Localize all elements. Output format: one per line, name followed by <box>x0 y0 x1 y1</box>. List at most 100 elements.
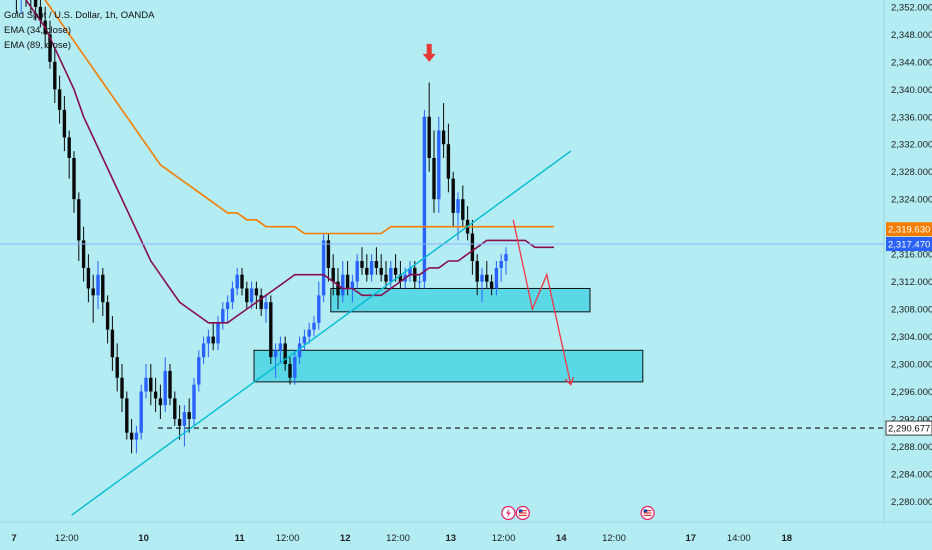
candle-body <box>149 377 153 392</box>
time-axis[interactable]: 7 12:00 10 11 12:00 12 12:00 13 12:00 14 12:00 17 14… <box>11 533 792 544</box>
candle-body <box>293 357 297 378</box>
candle-body <box>105 302 110 330</box>
candle-body <box>288 364 292 378</box>
price-axis[interactable]: 2,352.000 2,348.000 2,344.000 2,340.000 2,33… <box>885 2 932 508</box>
candle-body <box>384 274 388 282</box>
legend-title: Gold Spot / U.S. Dollar, 1h, OANDA <box>4 10 155 21</box>
price-tick-label: 2,312.000 <box>891 277 932 288</box>
candle-body <box>446 144 451 179</box>
price-label-support: 2,290.677 <box>888 424 930 435</box>
candle-body <box>408 267 412 275</box>
candle-body <box>336 281 340 296</box>
ema-34-line <box>24 0 554 324</box>
candle-body <box>125 398 129 433</box>
down-arrow-marker-icon <box>422 43 436 62</box>
candle-body <box>441 130 446 145</box>
price-label-ema: 2,319.630 <box>888 225 930 236</box>
price-label-last: 2,317.470 <box>888 240 930 251</box>
time-tick-label: 12:00 <box>276 533 300 544</box>
price-tick-label: 2,280.000 <box>891 497 932 508</box>
candle-body <box>312 322 316 330</box>
projection-path <box>512 219 572 385</box>
candle-body <box>269 302 273 358</box>
candle-body <box>168 370 172 399</box>
candle-body <box>475 261 479 282</box>
price-tick-label: 2,336.000 <box>891 112 932 123</box>
candle-body <box>245 288 249 303</box>
candle-body <box>499 261 503 268</box>
price-tick-label: 2,316.000 <box>891 250 932 261</box>
candle-body <box>57 89 62 110</box>
candle-body <box>321 240 326 296</box>
time-tick-label: 17 <box>686 533 697 544</box>
candle-body <box>240 274 244 289</box>
price-tick-label: 2,292.000 <box>891 414 932 425</box>
candle-body <box>48 34 52 62</box>
time-tick-label: 13 <box>446 533 457 544</box>
time-tick-label: 11 <box>235 533 246 544</box>
candle-body <box>369 261 374 275</box>
ascending-trendline <box>71 150 572 516</box>
candle-body <box>115 357 119 378</box>
flag-stripe <box>518 512 527 514</box>
candle-body <box>393 267 398 275</box>
candle-body <box>72 157 76 200</box>
candle-body <box>211 336 215 344</box>
price-label-box-ema <box>886 222 932 237</box>
time-tick-label: 10 <box>138 533 149 544</box>
price-tick-label: 2,308.000 <box>891 305 932 316</box>
candle-body <box>259 295 263 310</box>
flag-stripe <box>518 514 527 516</box>
candle-body <box>235 274 239 289</box>
legend-ema-fast[interactable]: EMA (34, close) <box>4 25 71 36</box>
candle-body <box>494 267 499 289</box>
candle-body <box>187 412 191 419</box>
flag-stripe <box>518 510 527 512</box>
price-tick-label: 2,288.000 <box>891 442 932 453</box>
ema-layer <box>24 0 554 324</box>
price-label-box-support <box>885 420 932 436</box>
candle-body <box>158 398 163 406</box>
legend-ema-slow[interactable]: EMA (89, close) <box>4 40 71 51</box>
price-tick-label: 2,304.000 <box>891 332 932 343</box>
grid-layer <box>0 0 932 523</box>
events-layer <box>501 505 655 521</box>
price-tick-label: 2,344.000 <box>891 57 932 68</box>
candle-body <box>206 336 211 344</box>
candle-body <box>81 240 86 268</box>
candle-body <box>417 281 422 283</box>
candle-body <box>307 329 311 337</box>
candle-body <box>273 350 278 358</box>
candle-body <box>163 370 167 406</box>
candle-body <box>177 418 182 426</box>
candle-body <box>451 178 455 213</box>
candle-body <box>297 343 302 358</box>
flag-stripe <box>643 512 652 514</box>
candle-body <box>437 130 441 200</box>
candle-body <box>221 309 225 323</box>
flag-stripe <box>643 514 652 516</box>
zone-box-2 <box>253 349 644 383</box>
candle-body <box>120 377 124 399</box>
flash-glyph <box>505 509 511 517</box>
price-tick-label: 2,332.000 <box>891 140 932 151</box>
candle-body <box>456 199 460 213</box>
candle-body <box>249 288 254 303</box>
candle-body <box>345 274 350 289</box>
price-tick-label: 2,348.000 <box>891 30 932 41</box>
flag-canton <box>518 509 523 513</box>
candle-body <box>216 322 220 344</box>
candle-body <box>374 261 379 268</box>
projection-arrowhead <box>564 376 575 386</box>
time-tick-label: 14 <box>556 533 567 544</box>
candle-body <box>422 116 427 282</box>
candle-body <box>225 302 230 310</box>
candle-body <box>182 412 187 426</box>
ema-89-line <box>44 0 554 235</box>
drawings-layer <box>0 43 884 516</box>
candle-body <box>110 329 115 358</box>
zone-box-1 <box>330 287 591 313</box>
time-tick-label: 18 <box>782 533 793 544</box>
